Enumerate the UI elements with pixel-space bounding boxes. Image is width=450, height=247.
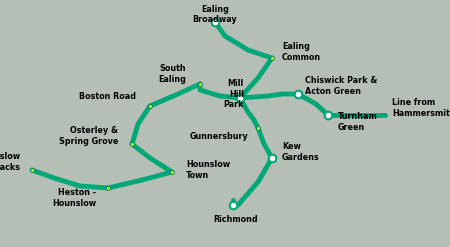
Text: Hounslow
Town: Hounslow Town — [186, 161, 230, 180]
Text: Heston -
Hounslow: Heston - Hounslow — [52, 188, 96, 207]
Text: Chiswick Park &
Acton Green: Chiswick Park & Acton Green — [305, 77, 378, 96]
Text: Turnham
Green: Turnham Green — [338, 112, 378, 131]
Text: Kew
Gardens: Kew Gardens — [282, 143, 320, 162]
Text: Line from
Hammersmith: Line from Hammersmith — [392, 99, 450, 118]
Text: Richmond: Richmond — [214, 215, 258, 224]
Text: Ealing
Broadway: Ealing Broadway — [193, 5, 238, 24]
Text: Ealing
Common: Ealing Common — [282, 42, 321, 62]
Text: Hounslow
Barracks: Hounslow Barracks — [0, 152, 20, 171]
Text: Osterley &
Spring Grove: Osterley & Spring Grove — [58, 126, 118, 145]
Text: South
Ealing: South Ealing — [158, 64, 186, 83]
Text: Boston Road: Boston Road — [79, 91, 136, 101]
Text: Gunnersbury: Gunnersbury — [189, 131, 248, 141]
Text: Mill
Hill
Park: Mill Hill Park — [224, 80, 244, 108]
